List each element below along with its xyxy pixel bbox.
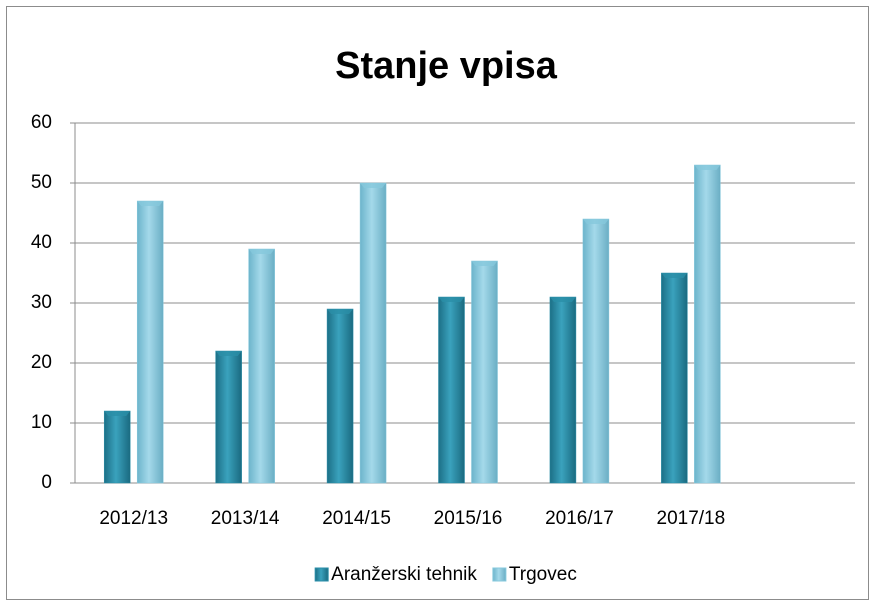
y-tick-label: 30 (31, 292, 52, 313)
bar-cap (215, 351, 242, 356)
y-tick-label: 20 (31, 352, 52, 373)
y-tick-label: 0 (41, 472, 52, 493)
legend-label: Aranžerski tehnik (331, 564, 477, 585)
x-tick-label: 2013/14 (211, 508, 280, 529)
bar (694, 164, 721, 484)
chart-title: Stanje vpisa (335, 45, 558, 87)
x-tick-label: 2016/17 (545, 508, 614, 529)
bar (549, 296, 577, 484)
bar-cap (327, 309, 354, 314)
bar (103, 410, 131, 484)
y-tick-label: 40 (31, 232, 52, 253)
bar (471, 260, 498, 484)
bar (248, 248, 275, 484)
bar (215, 350, 242, 484)
bar-cap (137, 201, 164, 206)
bar (661, 272, 688, 484)
bar-cap (582, 219, 609, 224)
legend-label: Trgovec (509, 564, 577, 585)
bar (582, 218, 610, 484)
bar-cap (438, 297, 465, 302)
bar-cap (248, 249, 275, 254)
y-tick-label: 50 (31, 172, 52, 193)
bar (438, 296, 465, 484)
x-tick-label: 2014/15 (322, 508, 391, 529)
bar-cap (104, 411, 131, 416)
y-tick-label: 60 (31, 112, 52, 133)
bar-cap (549, 297, 576, 302)
x-tick-label: 2017/18 (657, 508, 726, 529)
legend-swatch (314, 567, 329, 582)
y-tick-label: 10 (31, 412, 52, 433)
bar-cap (471, 261, 498, 266)
bar-cap (661, 273, 688, 278)
bar-cap (360, 183, 387, 188)
legend-swatch (492, 567, 507, 582)
x-tick-label: 2015/16 (434, 508, 503, 529)
x-tick-label: 2012/13 (99, 508, 168, 529)
bar-cap (694, 165, 721, 170)
bar (326, 308, 354, 484)
bar (136, 200, 164, 484)
bar (359, 182, 387, 484)
